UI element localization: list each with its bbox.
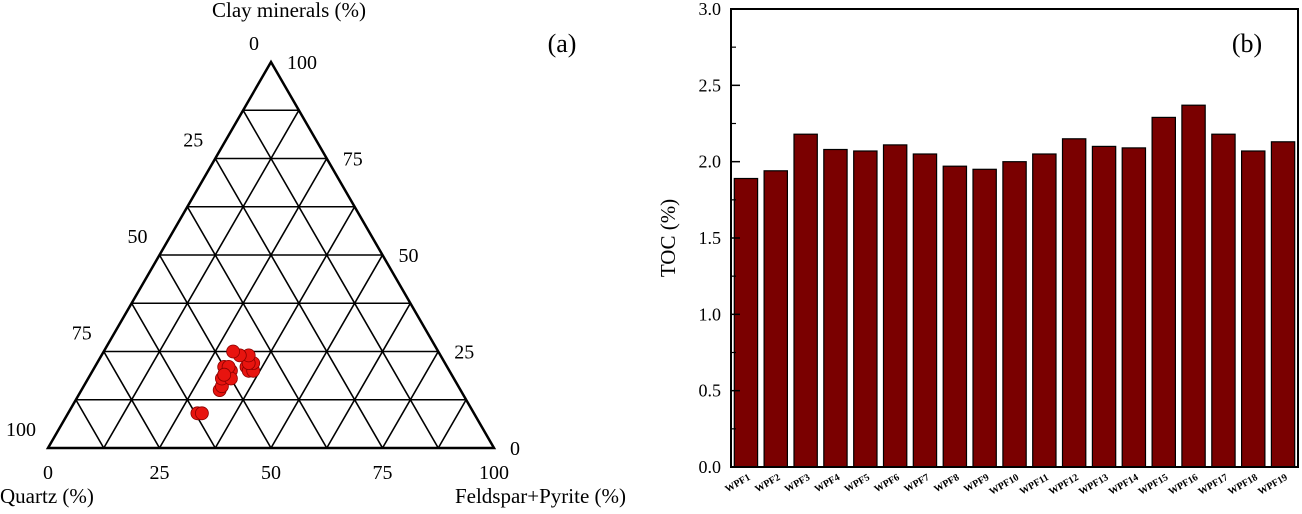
tick-label-bottom: 25 bbox=[150, 462, 170, 484]
bar-series bbox=[733, 104, 1296, 468]
grid-line-quartz bbox=[158, 254, 272, 449]
x-tick-label: WPF15 bbox=[1137, 472, 1170, 498]
y-tick-label: 2.0 bbox=[699, 152, 722, 172]
bar bbox=[793, 133, 818, 468]
tick-label-bottom: 100 bbox=[479, 462, 509, 484]
bar bbox=[1032, 153, 1057, 468]
x-tick-label: WPF2 bbox=[753, 472, 782, 495]
bar bbox=[1151, 116, 1176, 468]
bar bbox=[733, 177, 759, 468]
x-tick-label: WPF19 bbox=[1256, 472, 1289, 498]
y-tick-label: 0.5 bbox=[699, 381, 722, 401]
bar bbox=[1002, 161, 1027, 468]
bar bbox=[1240, 150, 1266, 468]
tick-label-bottom: 50 bbox=[261, 462, 281, 484]
bar bbox=[1181, 104, 1206, 468]
grid-line-feldspar bbox=[326, 302, 412, 449]
x-tick-label: WPF9 bbox=[962, 472, 991, 495]
bar bbox=[1121, 147, 1147, 468]
ternary-right-axis-title: Feldspar+Pyrite (%) bbox=[455, 484, 626, 508]
grid-line-quartz bbox=[186, 206, 328, 449]
ternary-top-axis-title: Clay minerals (%) bbox=[212, 0, 366, 22]
bar bbox=[942, 165, 968, 468]
x-tick-label: WPF8 bbox=[932, 472, 961, 495]
ternary-grid bbox=[75, 109, 467, 449]
grid-line-feldspar bbox=[270, 254, 384, 449]
data-point bbox=[217, 367, 232, 382]
tick-label-left: 25 bbox=[183, 130, 203, 152]
y-axis: 0.0 0.5 1.0 1.5 2.0 2.5 3.0 bbox=[699, 0, 740, 477]
grid-line-feldspar bbox=[103, 109, 300, 449]
tick-label-right: 100 bbox=[287, 52, 317, 74]
x-tick-label: WPF12 bbox=[1047, 472, 1080, 498]
tick-label-left: 0 bbox=[249, 33, 259, 55]
data-point bbox=[194, 406, 209, 421]
ternary-outline bbox=[45, 59, 497, 450]
x-tick-label: WPF13 bbox=[1077, 472, 1110, 498]
grid-line-feldspar bbox=[437, 399, 467, 449]
x-tick-label: WPF18 bbox=[1226, 472, 1259, 498]
tick-label-left: 75 bbox=[72, 323, 92, 345]
data-point bbox=[226, 344, 241, 359]
x-tick-label: WPF5 bbox=[843, 472, 872, 495]
tick-label-left: 50 bbox=[128, 226, 148, 248]
x-tick-label: WPF17 bbox=[1196, 472, 1229, 498]
y-tick-label: 2.5 bbox=[699, 75, 722, 95]
bar-chart: 0.00.51.01.52.02.53.0 WPF1 WPF2 WPF3 WPF4 WP… bbox=[656, 0, 1299, 498]
tick-label-right: 25 bbox=[454, 342, 474, 364]
bar bbox=[823, 148, 848, 468]
grid-line-feldspar bbox=[214, 206, 356, 449]
grid-line-quartz bbox=[130, 302, 216, 449]
x-axis: WPF1 WPF2 WPF3 WPF4 WPF5 WPF6 WPF7 WPF8 WPF9WPF1… bbox=[723, 472, 1289, 498]
grid-line-quartz bbox=[75, 399, 105, 449]
x-tick-label: WPF10 bbox=[988, 472, 1021, 498]
tick-label-bottom: 75 bbox=[373, 462, 393, 484]
y-tick-label: 1.0 bbox=[699, 304, 722, 324]
bar bbox=[1061, 138, 1087, 468]
ternary-points bbox=[190, 344, 261, 421]
bar bbox=[1270, 141, 1296, 468]
x-tick-label: WPF7 bbox=[902, 472, 931, 495]
x-tick-label: WPF11 bbox=[1018, 472, 1051, 497]
y-tick-label: 0.0 bbox=[699, 457, 722, 477]
bar bbox=[1211, 133, 1236, 468]
x-tick-label: WPF1 bbox=[723, 472, 752, 495]
panel-label-a: (a) bbox=[548, 29, 577, 58]
ternary-left-axis-title: Quartz (%) bbox=[0, 484, 94, 508]
tick-label-left: 100 bbox=[6, 419, 36, 441]
grid-line-quartz bbox=[103, 351, 161, 449]
tick-label-right: 75 bbox=[343, 149, 363, 171]
tick-label-bottom: 0 bbox=[43, 462, 53, 484]
bar bbox=[853, 150, 878, 468]
grid-line-quartz bbox=[242, 109, 439, 449]
grid-line-feldspar bbox=[381, 351, 439, 449]
bar bbox=[1091, 145, 1117, 468]
tick-label-right: 50 bbox=[399, 245, 419, 267]
x-tick-label: WPF3 bbox=[783, 472, 812, 495]
panel-label-b: (b) bbox=[1232, 29, 1262, 58]
bar bbox=[912, 153, 938, 468]
bar bbox=[972, 168, 997, 468]
tick-label-right: 0 bbox=[510, 438, 520, 460]
bar bbox=[882, 144, 908, 468]
bar bbox=[763, 170, 788, 468]
x-tick-label: WPF6 bbox=[873, 472, 902, 495]
y-axis-title: TOC (%) bbox=[656, 199, 680, 277]
y-tick-label: 3.0 bbox=[699, 0, 722, 19]
x-tick-label: WPF4 bbox=[813, 472, 842, 495]
x-tick-label: WPF16 bbox=[1167, 472, 1200, 498]
x-tick-label: WPF14 bbox=[1107, 472, 1140, 498]
y-tick-label: 1.5 bbox=[699, 228, 722, 248]
